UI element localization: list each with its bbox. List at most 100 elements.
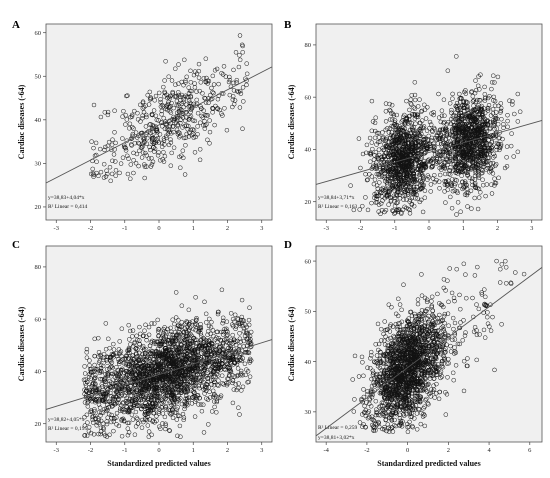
data-point	[184, 123, 189, 128]
data-point	[150, 123, 156, 128]
data-point	[484, 152, 489, 157]
data-point	[453, 103, 458, 109]
data-point	[461, 153, 466, 158]
data-point	[193, 134, 198, 140]
data-point	[180, 148, 186, 153]
data-point	[470, 109, 476, 115]
data-point	[168, 163, 174, 168]
data-point	[182, 123, 187, 129]
data-point	[404, 157, 409, 163]
data-point	[472, 90, 478, 96]
data-point	[207, 141, 212, 146]
data-point	[88, 171, 94, 177]
r-squared-label: R² Linear = 0,414	[48, 204, 88, 210]
data-point	[170, 415, 176, 421]
data-point	[188, 80, 194, 85]
x-tick-label: 1	[462, 225, 465, 232]
data-point	[221, 64, 227, 69]
data-point	[498, 105, 504, 111]
data-point	[419, 108, 425, 114]
data-point	[425, 143, 430, 149]
data-point	[176, 62, 181, 67]
data-point	[491, 123, 496, 128]
data-point	[489, 80, 495, 85]
data-point	[420, 209, 426, 215]
data-point	[89, 139, 94, 144]
data-point	[452, 146, 457, 152]
data-point	[400, 138, 405, 143]
data-point	[478, 98, 483, 103]
data-point	[96, 349, 102, 355]
data-point	[198, 120, 203, 125]
data-point	[498, 142, 504, 147]
data-point	[149, 155, 154, 161]
data-point	[194, 315, 199, 321]
data-point	[200, 115, 206, 120]
data-point	[136, 163, 141, 169]
data-point	[397, 176, 403, 181]
data-point	[463, 168, 468, 174]
data-point	[101, 175, 107, 180]
y-axis-title: Cardiac diseases (-64)	[287, 84, 296, 159]
data-point	[455, 171, 460, 176]
data-point	[197, 147, 203, 152]
data-point	[411, 112, 417, 117]
data-point	[450, 96, 455, 101]
data-point	[143, 112, 149, 118]
data-point	[415, 104, 421, 109]
data-point	[452, 155, 458, 160]
data-point	[436, 91, 441, 97]
data-point	[156, 90, 162, 96]
data-point	[452, 155, 458, 161]
data-point	[148, 147, 153, 153]
data-point	[197, 157, 203, 163]
data-point	[404, 134, 410, 139]
data-point	[448, 194, 453, 200]
data-point	[159, 112, 164, 117]
data-point	[195, 124, 200, 129]
data-point	[407, 199, 412, 204]
data-point	[410, 128, 416, 134]
data-point	[170, 89, 175, 95]
data-point	[515, 149, 521, 155]
data-point	[435, 159, 440, 165]
data-point	[444, 183, 450, 188]
data-point	[415, 148, 421, 153]
data-point	[394, 189, 400, 195]
data-point	[153, 124, 159, 129]
data-point	[441, 120, 446, 126]
data-point	[373, 193, 379, 199]
data-point	[388, 117, 393, 122]
data-point	[455, 107, 461, 112]
data-point	[479, 141, 485, 147]
data-point	[369, 174, 375, 179]
data-point	[492, 180, 498, 186]
data-point	[436, 159, 442, 165]
data-point	[201, 76, 207, 81]
y-tick-label: 20	[35, 204, 42, 211]
data-point	[129, 142, 134, 147]
data-point	[240, 85, 246, 90]
data-point	[480, 118, 485, 124]
data-point	[155, 153, 161, 158]
data-point	[485, 122, 491, 127]
data-point	[409, 158, 415, 164]
data-point	[380, 198, 385, 203]
data-point	[192, 118, 198, 124]
data-point	[188, 68, 193, 74]
data-point	[494, 126, 500, 131]
data-point	[413, 148, 418, 154]
data-point	[156, 118, 161, 123]
data-point	[488, 168, 494, 174]
data-point	[425, 146, 430, 151]
data-point	[134, 151, 140, 157]
data-point	[103, 144, 108, 150]
data-point	[196, 75, 202, 81]
data-point	[109, 147, 114, 152]
data-point	[466, 145, 471, 150]
data-point	[187, 116, 192, 122]
data-point	[482, 110, 488, 116]
data-point	[402, 183, 408, 189]
data-point	[148, 96, 154, 101]
data-point	[441, 97, 447, 102]
